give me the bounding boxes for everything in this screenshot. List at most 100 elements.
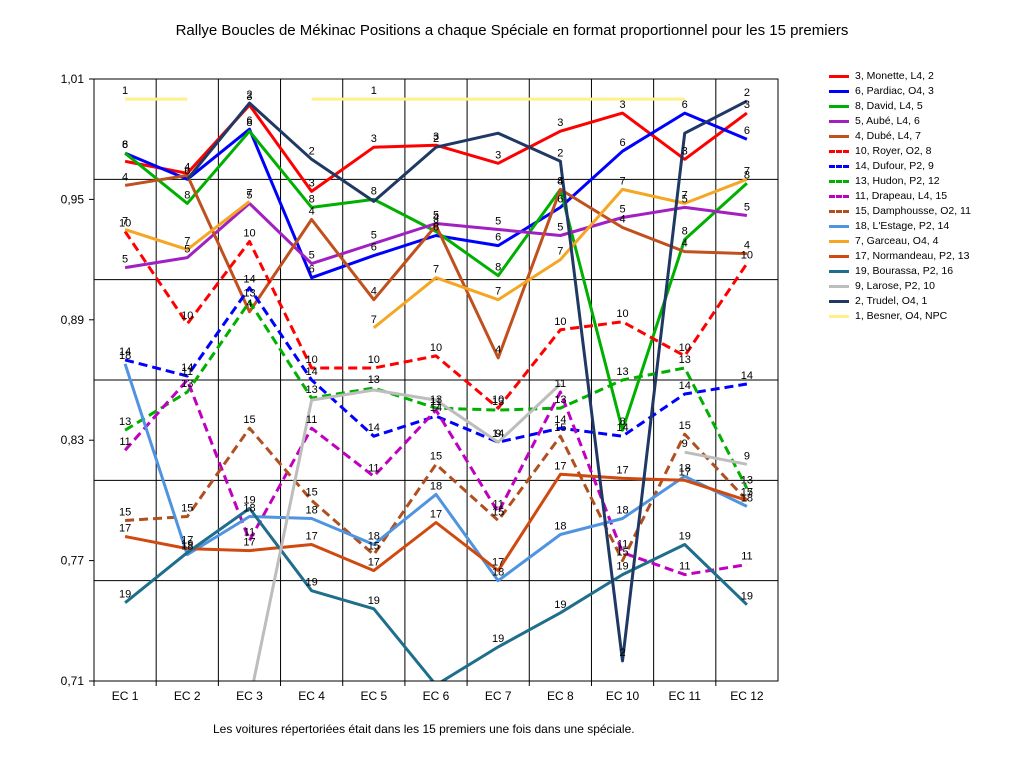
series-line	[124, 300, 749, 490]
data-label: 17	[679, 466, 691, 478]
series-line	[124, 129, 748, 432]
data-label: 2	[744, 87, 750, 99]
data-label: 15	[306, 486, 318, 498]
data-label: 17	[306, 531, 318, 543]
data-label: 6	[246, 115, 252, 127]
data-label: 15	[741, 486, 753, 498]
data-label: 1	[371, 85, 377, 97]
x-tick-label: EC 5	[360, 689, 387, 703]
series-line	[252, 382, 562, 681]
legend-item: 2, Trudel, O4, 1	[826, 294, 1022, 309]
x-tick-label: EC 8	[547, 689, 574, 703]
data-label: 10	[741, 250, 753, 262]
data-label: 13	[430, 394, 442, 406]
data-label: 11	[617, 539, 628, 551]
data-label: 11	[679, 561, 690, 573]
data-label: 9	[495, 428, 501, 440]
data-label: 17	[181, 535, 193, 547]
data-label: 14	[181, 362, 193, 374]
legend-swatch	[829, 90, 849, 93]
x-tick-label: EC 12	[730, 689, 764, 703]
series-line	[125, 426, 748, 563]
data-label: 15	[430, 450, 442, 462]
data-label: 7	[184, 236, 190, 248]
legend-item: 4, Dubé, L4, 7	[826, 129, 1022, 144]
legend-item: 19, Bourassa, P2, 16	[826, 264, 1022, 279]
data-label: 19	[368, 595, 380, 607]
data-label: 7	[246, 187, 252, 199]
data-label: 14	[679, 380, 691, 392]
data-label: 2	[619, 647, 625, 659]
legend-item: 3, Monette, L4, 2	[826, 69, 1022, 84]
data-label: 13	[368, 374, 380, 386]
data-label: 2	[246, 89, 252, 101]
legend-swatch	[829, 240, 849, 243]
series-line	[124, 200, 251, 252]
data-label: 14	[368, 422, 380, 434]
legend: 3, Monette, L4, 2 6, Pardiac, O4, 3 8, Dav…	[826, 69, 1022, 324]
data-label: 10	[306, 354, 318, 366]
data-label: 1	[122, 85, 128, 97]
data-label: 15	[554, 422, 566, 434]
data-label: 5	[184, 244, 190, 256]
data-label: 13	[492, 396, 504, 408]
data-label: 3	[371, 133, 377, 145]
data-label: 10	[554, 316, 566, 328]
data-label: 8	[184, 189, 190, 201]
series-line	[186, 99, 748, 663]
legend-label: 18, L'Estage, P2, 14	[855, 220, 950, 232]
data-label: 18	[368, 531, 380, 543]
data-label: 19	[243, 494, 255, 506]
data-label: 18	[492, 567, 504, 579]
y-tick-label: 1,01	[61, 72, 85, 86]
data-label: 18	[243, 502, 255, 514]
data-label: 10	[368, 354, 380, 366]
data-label: 13	[679, 354, 691, 366]
data-label: 14	[306, 366, 318, 378]
data-label: 17	[243, 537, 255, 549]
legend-item: 11, Drapeau, L4, 15	[826, 189, 1022, 204]
plot-border	[93, 78, 779, 682]
data-label: 6	[309, 264, 315, 276]
data-label: 8	[619, 416, 625, 428]
series-line	[123, 230, 749, 410]
legend-item: 5, Aubé, L4, 6	[826, 114, 1022, 129]
data-label: 5	[433, 209, 439, 221]
data-label: 19	[554, 599, 566, 611]
legend-item: 6, Pardiac, O4, 3	[826, 84, 1022, 99]
data-label: 18	[679, 462, 691, 474]
legend-item: 1, Besner, O4, NPC	[826, 309, 1022, 324]
legend-label: 10, Royer, O2, 8	[855, 145, 932, 157]
legend-swatch	[829, 270, 849, 273]
data-label: 10	[181, 310, 193, 322]
x-tick-label: EC 11	[668, 689, 701, 703]
chart-plot: 333 3333336666666666688888888888555555555…	[61, 72, 779, 703]
data-label: 18	[119, 350, 131, 362]
data-label: 8	[433, 218, 439, 230]
data-label: 11	[741, 551, 752, 563]
series-line	[124, 173, 747, 360]
data-label: 18	[181, 541, 193, 553]
data-label: 17	[368, 557, 380, 569]
legend-item: 8, David, L4, 5	[826, 99, 1022, 114]
data-label: 6	[619, 137, 625, 149]
legend-swatch	[829, 75, 849, 78]
data-label: 10	[492, 394, 504, 406]
data-label: 17	[119, 523, 131, 535]
data-label: 10	[243, 228, 255, 240]
legend-label: 7, Garceau, O4, 4	[855, 235, 939, 247]
data-label: 17	[430, 508, 442, 520]
data-label: 13	[243, 288, 255, 300]
data-label: 5	[122, 254, 128, 266]
data-label: 6	[122, 139, 128, 151]
legend-label: 13, Hudon, P2, 12	[855, 175, 940, 187]
data-label: 3	[557, 117, 563, 129]
legend-swatch	[829, 210, 849, 213]
data-label: 3	[309, 177, 315, 189]
data-label: 19	[181, 539, 193, 551]
data-label: 4	[309, 205, 315, 217]
data-label: 11	[492, 498, 503, 510]
data-label: 3	[619, 99, 625, 111]
data-label: 15	[119, 506, 131, 518]
data-label: 4	[371, 286, 377, 298]
